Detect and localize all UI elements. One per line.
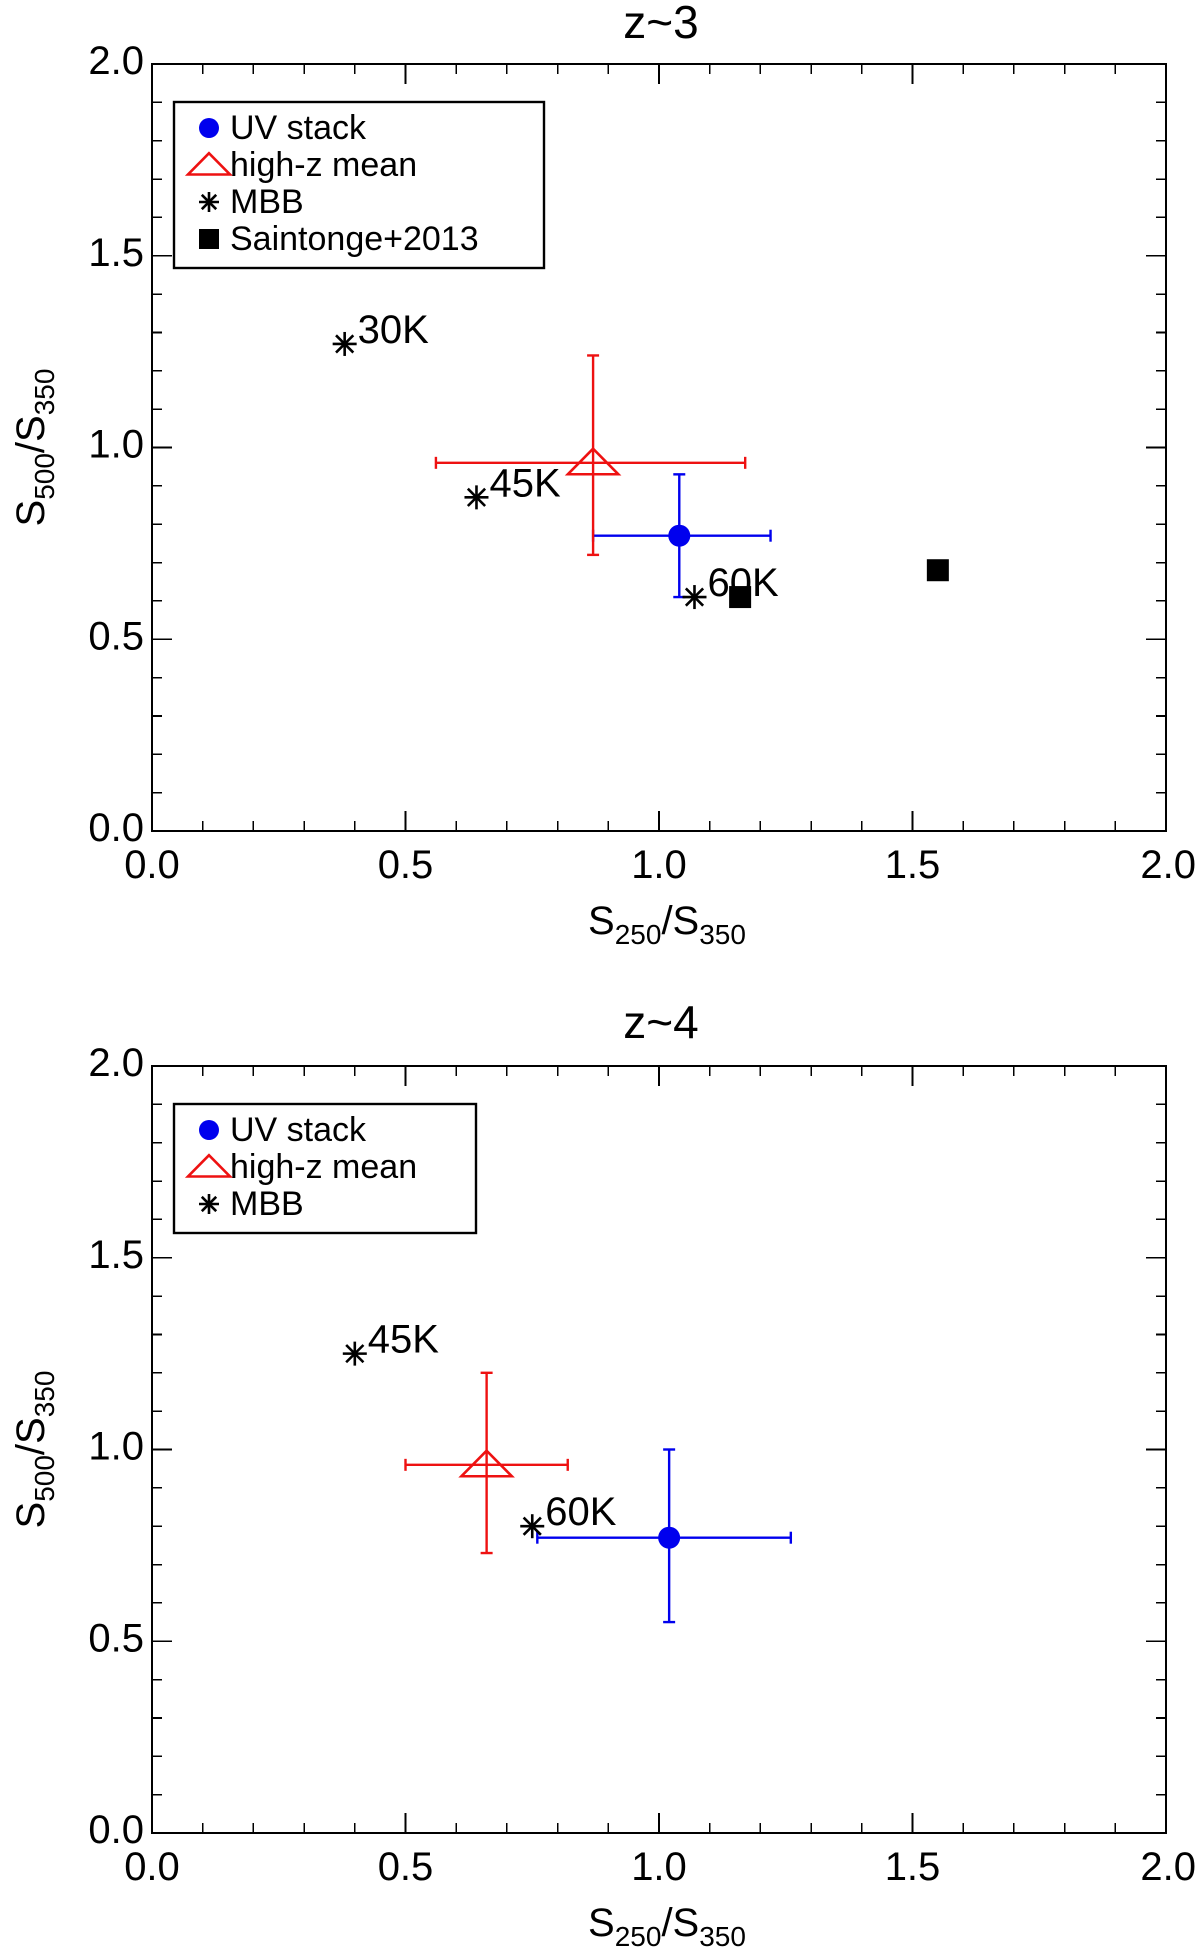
data-point-square — [926, 559, 949, 582]
legend-label: UV stack — [230, 1111, 367, 1149]
y-tick-label: 0.5 — [88, 614, 144, 658]
asterisk-stroke — [335, 334, 355, 354]
data-point-circle — [658, 1526, 681, 1549]
series-uv-stack — [536, 1448, 793, 1624]
legend-marker-asterisk — [199, 192, 219, 212]
x-tick-label: 1.5 — [885, 1845, 941, 1889]
data-point-asterisk — [520, 1514, 545, 1539]
asterisk-stroke — [345, 1344, 365, 1364]
panel-z4: z~4 0.0 0.5 1.0 1.5 2.0 0.0 0.5 1.0 1.5 2.0 S250/S… — [9, 996, 1196, 1952]
legend-marker-triangle — [184, 151, 234, 176]
series-high-z-mean — [434, 354, 747, 557]
legend-marker-circle — [199, 1120, 219, 1140]
x-tick-label: 2.0 — [1140, 1845, 1196, 1889]
y-tick-label: 1.0 — [88, 1425, 144, 1469]
x-tick-label: 0.0 — [124, 1845, 180, 1889]
y-tick-label: 2.0 — [88, 1041, 144, 1085]
legend-marker-triangle — [184, 1153, 234, 1178]
legend-label: Saintonge+2013 — [230, 220, 479, 258]
mbb-temperature-label: 60K — [545, 1490, 616, 1534]
legend-marker-circle — [199, 118, 219, 138]
legend-box — [172, 100, 546, 270]
data-point-asterisk — [342, 1341, 367, 1366]
y-axis-label: S500/S350 — [9, 1371, 60, 1529]
series-saintonge-2013 — [729, 559, 949, 609]
legend-label: high-z mean — [230, 146, 417, 184]
series-high-z-mean — [404, 1371, 569, 1555]
asterisk-stroke — [522, 1516, 542, 1536]
data-point-asterisk — [682, 585, 707, 610]
x-tick-label: 2.0 — [1140, 843, 1196, 887]
mbb-temperature-label: 30K — [358, 308, 429, 352]
asterisk-stroke — [466, 487, 487, 507]
y-tick-label: 0.0 — [88, 1808, 144, 1852]
x-tick-label: 1.0 — [631, 1845, 687, 1889]
y-axis-label: S500/S350 — [9, 369, 60, 527]
y-tick-label: 2.0 — [88, 39, 144, 83]
mbb-temperature-label: 45K — [489, 461, 560, 505]
data-point-circle — [668, 524, 691, 547]
x-axis-label: S250/S350 — [588, 1901, 746, 1952]
legend-box — [172, 1102, 478, 1235]
x-tick-label: 0.5 — [378, 1845, 434, 1889]
x-tick-label: 1.5 — [885, 843, 941, 887]
legend-marker-square — [199, 229, 219, 249]
data-point-triangle — [458, 1448, 515, 1478]
asterisk-stroke — [200, 193, 218, 211]
x-tick-label: 1.0 — [631, 843, 687, 887]
asterisk-stroke — [200, 1195, 218, 1213]
series-mbb: 45K 60K — [342, 1318, 617, 1539]
x-tick-label: 0.5 — [378, 843, 434, 887]
chart-title: z~3 — [623, 0, 698, 48]
data-point-triangle — [564, 446, 622, 476]
data-point-asterisk — [464, 485, 489, 510]
y-tick-label: 1.5 — [88, 1233, 144, 1277]
legend-label: MBB — [230, 1185, 304, 1223]
data-point-asterisk — [332, 331, 357, 356]
y-tick-label: 0.0 — [88, 806, 144, 850]
asterisk-stroke — [684, 587, 705, 607]
y-tick-label: 1.5 — [88, 231, 144, 275]
legend-label: high-z mean — [230, 1148, 417, 1186]
x-tick-label: 0.0 — [124, 843, 180, 887]
legend-label: MBB — [230, 183, 304, 221]
chart-title: z~4 — [623, 996, 698, 1048]
x-axis-label: S250/S350 — [588, 899, 746, 950]
y-tick-label: 1.0 — [88, 423, 144, 467]
y-tick-label: 0.5 — [88, 1616, 144, 1660]
series-uv-stack — [591, 473, 772, 599]
legend-label: UV stack — [230, 109, 367, 147]
legend-marker-asterisk — [199, 1194, 219, 1214]
mbb-temperature-label: 45K — [368, 1318, 439, 1362]
panel-z3: z~3 0.0 0.5 1.0 1.5 2.0 0.0 0.5 1.0 1.5 2.0 S250/S… — [9, 0, 1196, 950]
data-point-square — [729, 586, 752, 609]
